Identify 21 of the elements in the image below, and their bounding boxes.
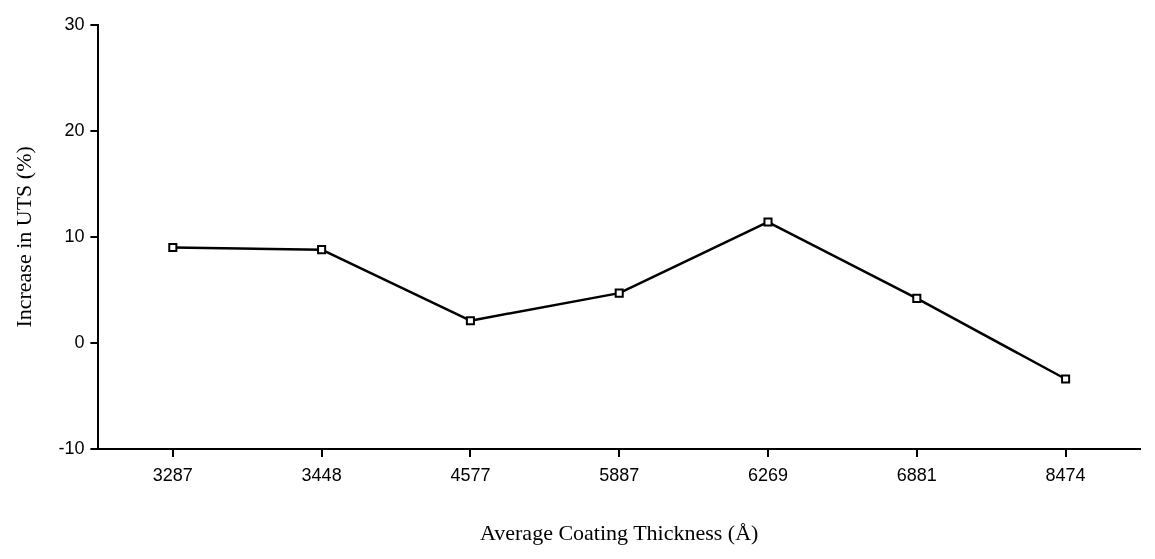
point bbox=[317, 245, 327, 255]
y-tick-label: -10 bbox=[58, 437, 85, 458]
point bbox=[763, 217, 773, 227]
point bbox=[912, 293, 922, 303]
x-tick-label: 8474 bbox=[1045, 464, 1086, 485]
point bbox=[614, 288, 624, 298]
y-axis-title: Increase in UTS (%) bbox=[10, 146, 36, 328]
x-tick-label: 3287 bbox=[152, 464, 193, 485]
x-tick-label: 4577 bbox=[450, 464, 491, 485]
x-tick-label: 3448 bbox=[301, 464, 342, 485]
x-tick-label: 6269 bbox=[747, 464, 789, 485]
x-tick-label: 5887 bbox=[599, 464, 640, 485]
point bbox=[1061, 374, 1071, 384]
point bbox=[465, 316, 475, 326]
y-tick-label: 30 bbox=[64, 13, 85, 34]
point bbox=[168, 242, 178, 253]
y-tick-label: 10 bbox=[64, 225, 85, 246]
x-axis-title: Average Coating Thickness (Å) bbox=[480, 519, 759, 545]
x-tick-label: 6881 bbox=[896, 464, 937, 485]
y-tick-label: 20 bbox=[64, 119, 85, 140]
y-tick-label: 0 bbox=[74, 331, 85, 352]
